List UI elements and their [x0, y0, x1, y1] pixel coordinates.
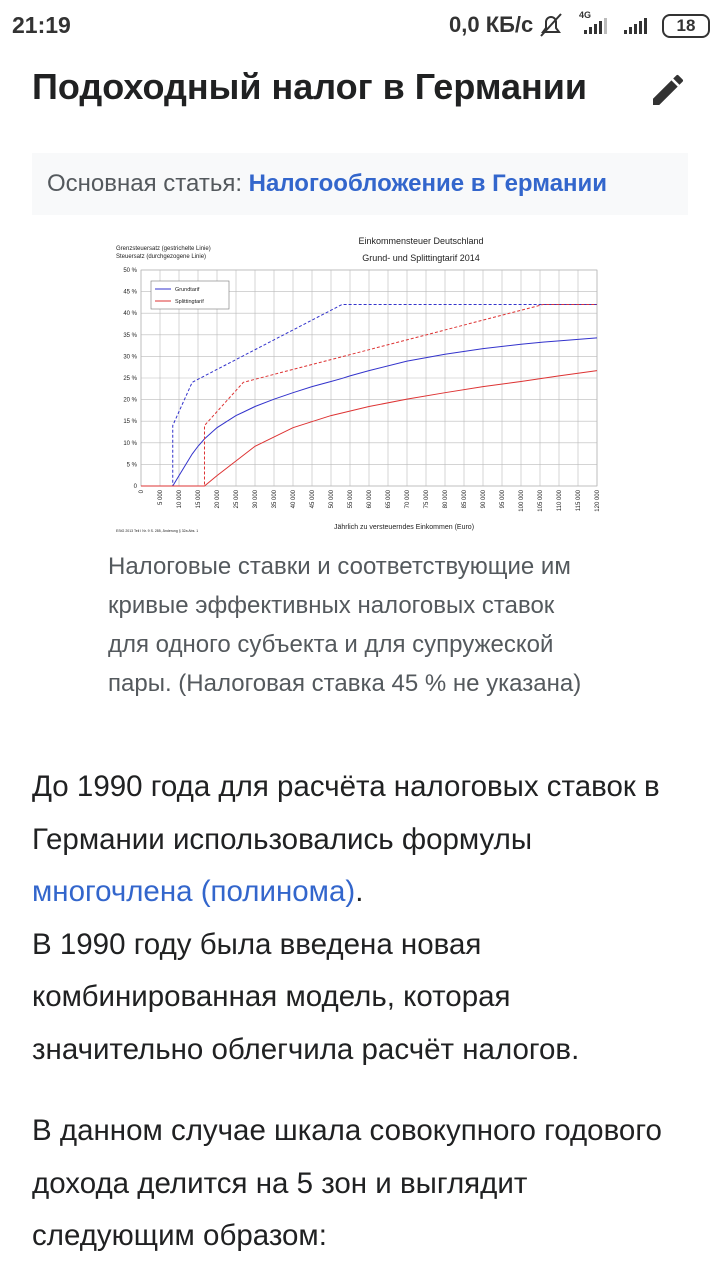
hatnote-link[interactable]: Налогообложение в Германии	[248, 170, 608, 197]
x-tick-label: 65 000	[386, 489, 392, 508]
hatnote-prefix: Основная статья:	[47, 170, 242, 197]
x-tick-label: 60 000	[367, 489, 373, 508]
battery: 18	[662, 14, 710, 38]
mute-icon	[540, 13, 562, 37]
figure-caption: Налоговые ставки и соответствующие им кр…	[108, 553, 582, 697]
paragraph: До 1990 года для расчёта налоговых ставо…	[32, 761, 672, 1076]
edit-button[interactable]	[648, 70, 688, 110]
signal-icons	[584, 18, 647, 34]
x-tick-label: 80 000	[443, 489, 449, 508]
net-speed: 0,0 КБ/с	[449, 12, 534, 37]
x-tick-label: 20 000	[215, 489, 221, 508]
x-tick-label: 70 000	[405, 489, 411, 508]
x-tick-label: 85 000	[462, 489, 468, 508]
y-tick-label: 0	[134, 484, 138, 490]
y-tick-label: 30 %	[123, 354, 137, 360]
x-tick-label: 75 000	[424, 489, 430, 508]
clock: 21:19	[12, 12, 71, 38]
page-heading: Подоходный налог в Германии	[32, 66, 588, 107]
y-tick-label: 35 %	[123, 333, 137, 339]
paragraph-text: .	[355, 875, 364, 908]
average-line	[141, 370, 598, 487]
source-note: EStG 2013 Teil I Nr. 9 S. 285, Änderung …	[116, 529, 198, 533]
x-tick-label: 25 000	[234, 489, 240, 508]
x-tick-label: 40 000	[291, 489, 297, 508]
y-tick-label: 10 %	[123, 441, 137, 447]
x-tick-label: 95 000	[500, 489, 506, 508]
x-tick-label: 5 000	[158, 489, 164, 505]
paragraph: В данном случае шкала совокупного годово…	[32, 1105, 672, 1263]
paragraph-link[interactable]: многочлена (полинома)	[32, 875, 356, 908]
average-line	[141, 337, 598, 487]
y-tick-label: 15 %	[123, 419, 137, 425]
x-tick-label: 15 000	[196, 489, 202, 508]
hatnote: Основная статья: Налогообложение в Герма…	[32, 153, 688, 215]
paragraph-text: До 1990 года для расчёта налоговых ставо…	[32, 770, 660, 856]
x-tick-label: 45 000	[310, 489, 316, 508]
y-tick-label: 45 %	[123, 290, 137, 296]
x-tick-label: 90 000	[481, 489, 487, 508]
x-tick-label: 110 000	[557, 489, 563, 511]
y-axis-label: Grenzsteuersatz (gestrichelte Linie)	[116, 246, 211, 252]
x-tick-label: 120 000	[595, 489, 600, 511]
legend-label: Splittingtarif	[175, 299, 204, 305]
x-tick-label: 30 000	[253, 489, 259, 508]
y-tick-label: 25 %	[123, 376, 137, 382]
status-bar: 21:19 0,0 КБ/с 4G 18	[0, 0, 720, 50]
x-tick-label: 100 000	[519, 489, 525, 511]
network-type: 4G	[579, 10, 592, 20]
chart-subtitle: Grund- und Splittingtarif 2014	[362, 253, 480, 263]
y-tick-label: 5 %	[127, 462, 138, 468]
figure-chart: Einkommensteuer Deutschland Grund- und Sp…	[116, 236, 600, 533]
x-tick-label: 115 000	[576, 489, 582, 511]
y-tick-label: 20 %	[123, 398, 137, 404]
legend-label: Grundtarif	[175, 287, 200, 293]
x-tick-label: 50 000	[329, 489, 335, 508]
x-tick-label: 0	[139, 489, 145, 493]
chart-title: Einkommensteuer Deutschland	[358, 236, 483, 246]
y-axis-label: Steuersatz (durchgezogene Linie)	[116, 254, 206, 260]
paragraph-text: В 1990 году была введена новая комбиниро…	[32, 927, 580, 1066]
x-tick-label: 35 000	[272, 489, 278, 508]
x-axis-label: Jährlich zu versteuerndes Einkommen (Eur…	[334, 524, 474, 531]
legend-box	[150, 280, 230, 310]
paragraph-text: В данном случае шкала совокупного годово…	[32, 1114, 662, 1252]
x-tick-label: 10 000	[177, 489, 183, 508]
y-tick-label: 50 %	[123, 268, 137, 274]
x-tick-label: 105 000	[538, 489, 544, 511]
x-tick-label: 55 000	[348, 489, 354, 508]
y-tick-label: 40 %	[123, 311, 137, 317]
